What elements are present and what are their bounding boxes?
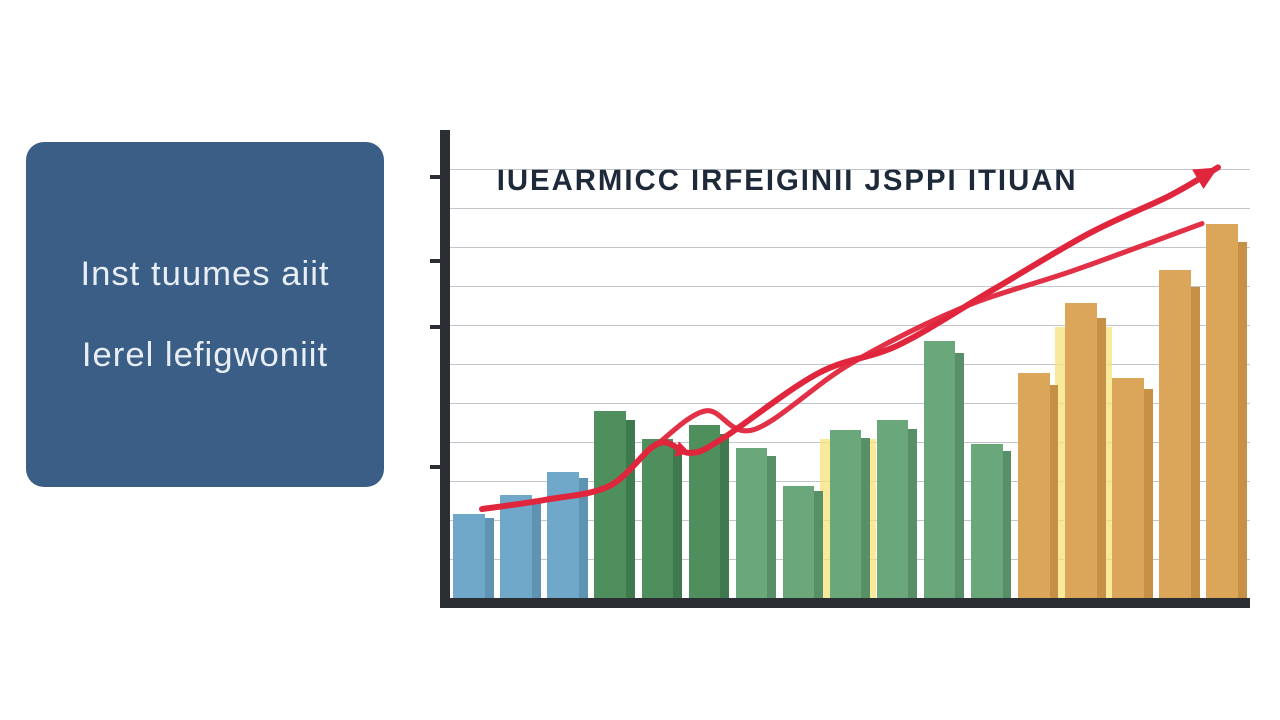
bar (1159, 270, 1191, 598)
growth-chart: IUEARMICC IRFEIGINII JSPPI ITIUAN (440, 130, 1250, 608)
bar (971, 444, 1003, 598)
info-card: Inst tuumes aiit Ierel lefigwoniit (26, 142, 384, 487)
bar (1065, 303, 1097, 598)
bar (1112, 378, 1144, 598)
info-card-line-1: Inst tuumes aiit (80, 255, 329, 294)
bar (830, 430, 862, 598)
info-card-line-2: Ierel lefigwoniit (82, 336, 328, 375)
bar (642, 439, 674, 598)
bar (736, 448, 768, 598)
bar (1018, 373, 1050, 598)
bar (594, 411, 626, 598)
y-axis (440, 130, 450, 608)
y-tick (430, 465, 440, 469)
x-axis (440, 598, 1250, 608)
bar (547, 472, 579, 598)
trend-arrow-icon (1192, 167, 1218, 189)
y-tick (430, 259, 440, 263)
y-tick (430, 175, 440, 179)
bar (689, 425, 721, 598)
plot-area (450, 130, 1250, 598)
bar (1206, 224, 1238, 598)
bar (500, 495, 532, 598)
bar (924, 341, 956, 598)
y-tick (430, 325, 440, 329)
bar (453, 514, 485, 598)
bar (783, 486, 815, 598)
stage: Inst tuumes aiit Ierel lefigwoniit IUEAR… (0, 0, 1280, 720)
bar (877, 420, 909, 598)
